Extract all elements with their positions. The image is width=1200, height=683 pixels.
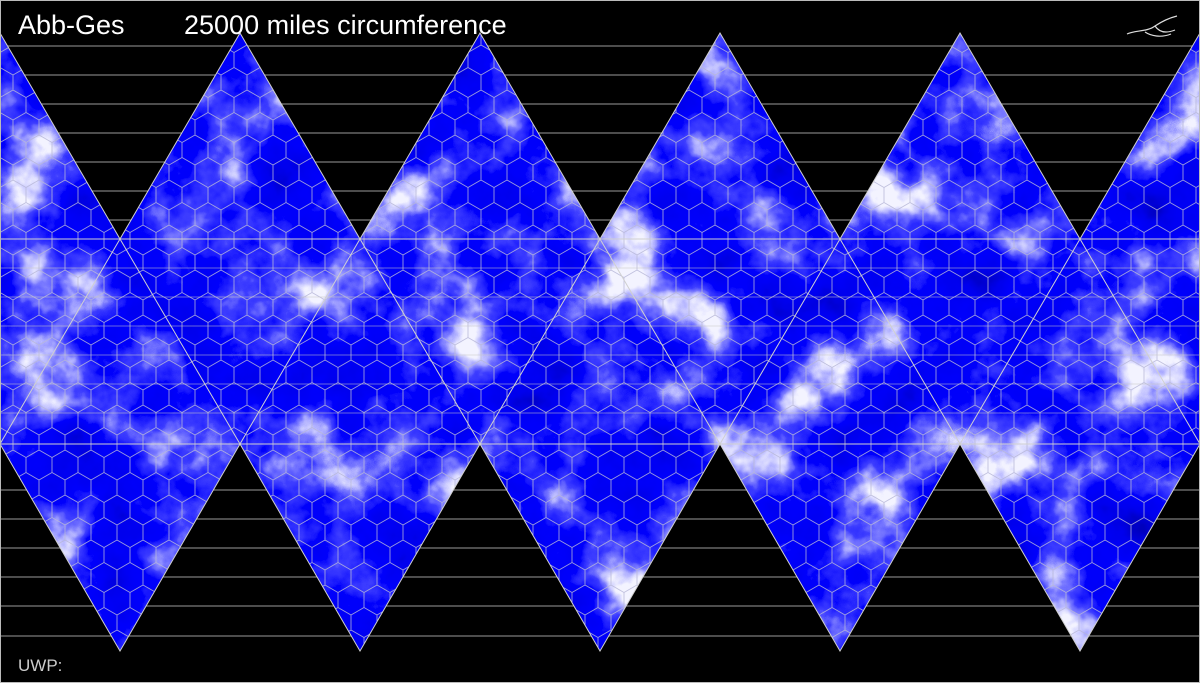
icosahedron-edges [0, 32, 1200, 652]
circumference: 25000 miles circumference [184, 10, 507, 40]
world-name: Abb-Ges [18, 10, 125, 40]
uwp-label: UWP: [18, 656, 62, 675]
logo [1126, 15, 1178, 37]
